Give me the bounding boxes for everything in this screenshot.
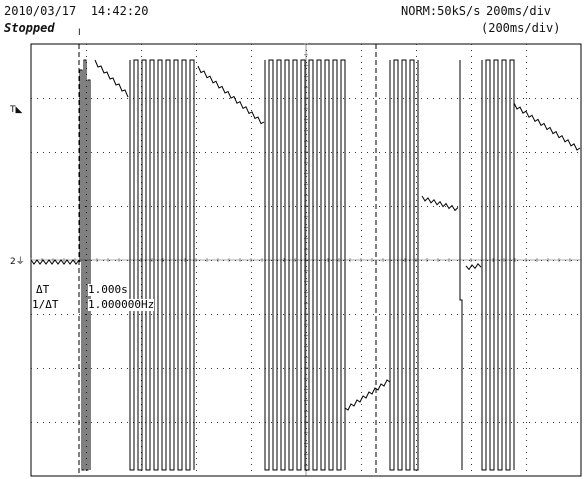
trace-decay-1 [94,59,129,98]
inv-delta-t-label: 1/ΔT [32,298,59,311]
waveform-trace [30,59,581,471]
trace-burst-4 [481,59,515,471]
trace-spike-group-1 [79,59,91,471]
timebase-zoom: (200ms/div) [481,21,561,35]
trigger-arrow-icon: ◣ [15,105,23,115]
inv-delta-t-value: 1.000000Hz [88,298,155,311]
trace-decay-2 [197,65,265,125]
acquisition-mode: NORM:50kS/s [401,4,481,18]
trigger-level-marker: T◣ [10,106,22,115]
trace-burst-2 [264,59,346,471]
trigger-label: T [10,105,16,115]
delta-t-value: 1.000s [88,283,128,296]
ch2-ground-marker: 2⏚ [10,258,25,267]
trace-baseline [30,259,80,265]
timebase: 200ms/div [486,4,552,18]
date-time: 2010/03/17 14:42:20 [4,4,149,18]
trace-burst-1 [129,59,195,471]
cursor-marker: I [78,28,81,38]
trace-segment-2 [465,262,482,271]
ch2-label: 2 [10,257,16,267]
trace-segment-1 [421,195,459,212]
trace-ramp-1 [344,379,391,411]
time-cursors [78,44,377,476]
run-status: Stopped [4,21,55,35]
delta-t-label: ΔT [36,283,50,296]
trace-decay-3 [513,102,581,151]
trace-spike-2 [459,60,463,470]
ground-icon: ⏚ [15,257,25,267]
trace-burst-3 [389,59,419,471]
